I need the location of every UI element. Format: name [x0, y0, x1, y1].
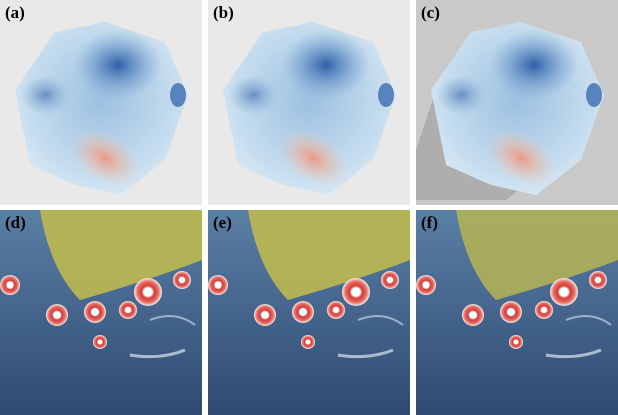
panel-label: (f) — [421, 213, 438, 232]
blue-blob — [20, 75, 70, 115]
blue-blob — [378, 83, 394, 107]
vortex — [134, 278, 162, 306]
vortex — [46, 304, 68, 326]
vortex — [381, 271, 399, 289]
vortex — [509, 335, 523, 349]
panel: (d) — [0, 210, 202, 415]
panel-image — [208, 210, 410, 415]
warm-blob — [69, 129, 141, 187]
blue-blob — [281, 30, 371, 100]
panel-label: (d) — [5, 213, 26, 232]
vortex — [93, 335, 107, 349]
vortex — [208, 275, 228, 295]
panel-image — [0, 0, 202, 205]
panel-label: (c) — [421, 3, 440, 22]
vortex — [301, 335, 315, 349]
warm-blob — [277, 129, 349, 187]
warm-blob — [485, 129, 557, 187]
blue-blob — [586, 83, 602, 107]
vortex — [462, 304, 484, 326]
vortex — [342, 278, 370, 306]
filament — [545, 348, 602, 359]
panel: (e) — [208, 210, 410, 415]
filament — [129, 348, 186, 359]
vortex — [589, 271, 607, 289]
vortex — [500, 301, 522, 323]
filament — [565, 315, 612, 326]
vortex — [327, 301, 345, 319]
panel-label: (e) — [213, 213, 232, 232]
land — [40, 210, 202, 300]
blue-blob — [436, 75, 486, 115]
panel-image — [416, 210, 618, 415]
vortex — [84, 301, 106, 323]
vortex — [292, 301, 314, 323]
land — [456, 210, 618, 300]
blue-blob — [73, 30, 163, 100]
vortex — [550, 278, 578, 306]
panel-image — [208, 0, 410, 205]
blue-blob — [170, 83, 186, 107]
shadow — [416, 90, 526, 200]
panel: (b) — [208, 0, 410, 205]
panel-label: (b) — [213, 3, 234, 22]
vortex — [416, 275, 436, 295]
blue-blob — [228, 75, 278, 115]
vortex — [0, 275, 20, 295]
vortex — [535, 301, 553, 319]
blue-blob — [489, 30, 579, 100]
panel-label: (a) — [5, 3, 25, 22]
filament — [337, 348, 394, 359]
panel: (c) — [416, 0, 618, 205]
vortex — [254, 304, 276, 326]
filament — [149, 315, 196, 326]
panel: (f) — [416, 210, 618, 415]
panel-image — [0, 210, 202, 415]
panel: (a) — [0, 0, 202, 205]
panel-image — [416, 0, 618, 205]
vortex — [119, 301, 137, 319]
filament — [357, 315, 404, 326]
land — [248, 210, 410, 300]
vortex — [173, 271, 191, 289]
